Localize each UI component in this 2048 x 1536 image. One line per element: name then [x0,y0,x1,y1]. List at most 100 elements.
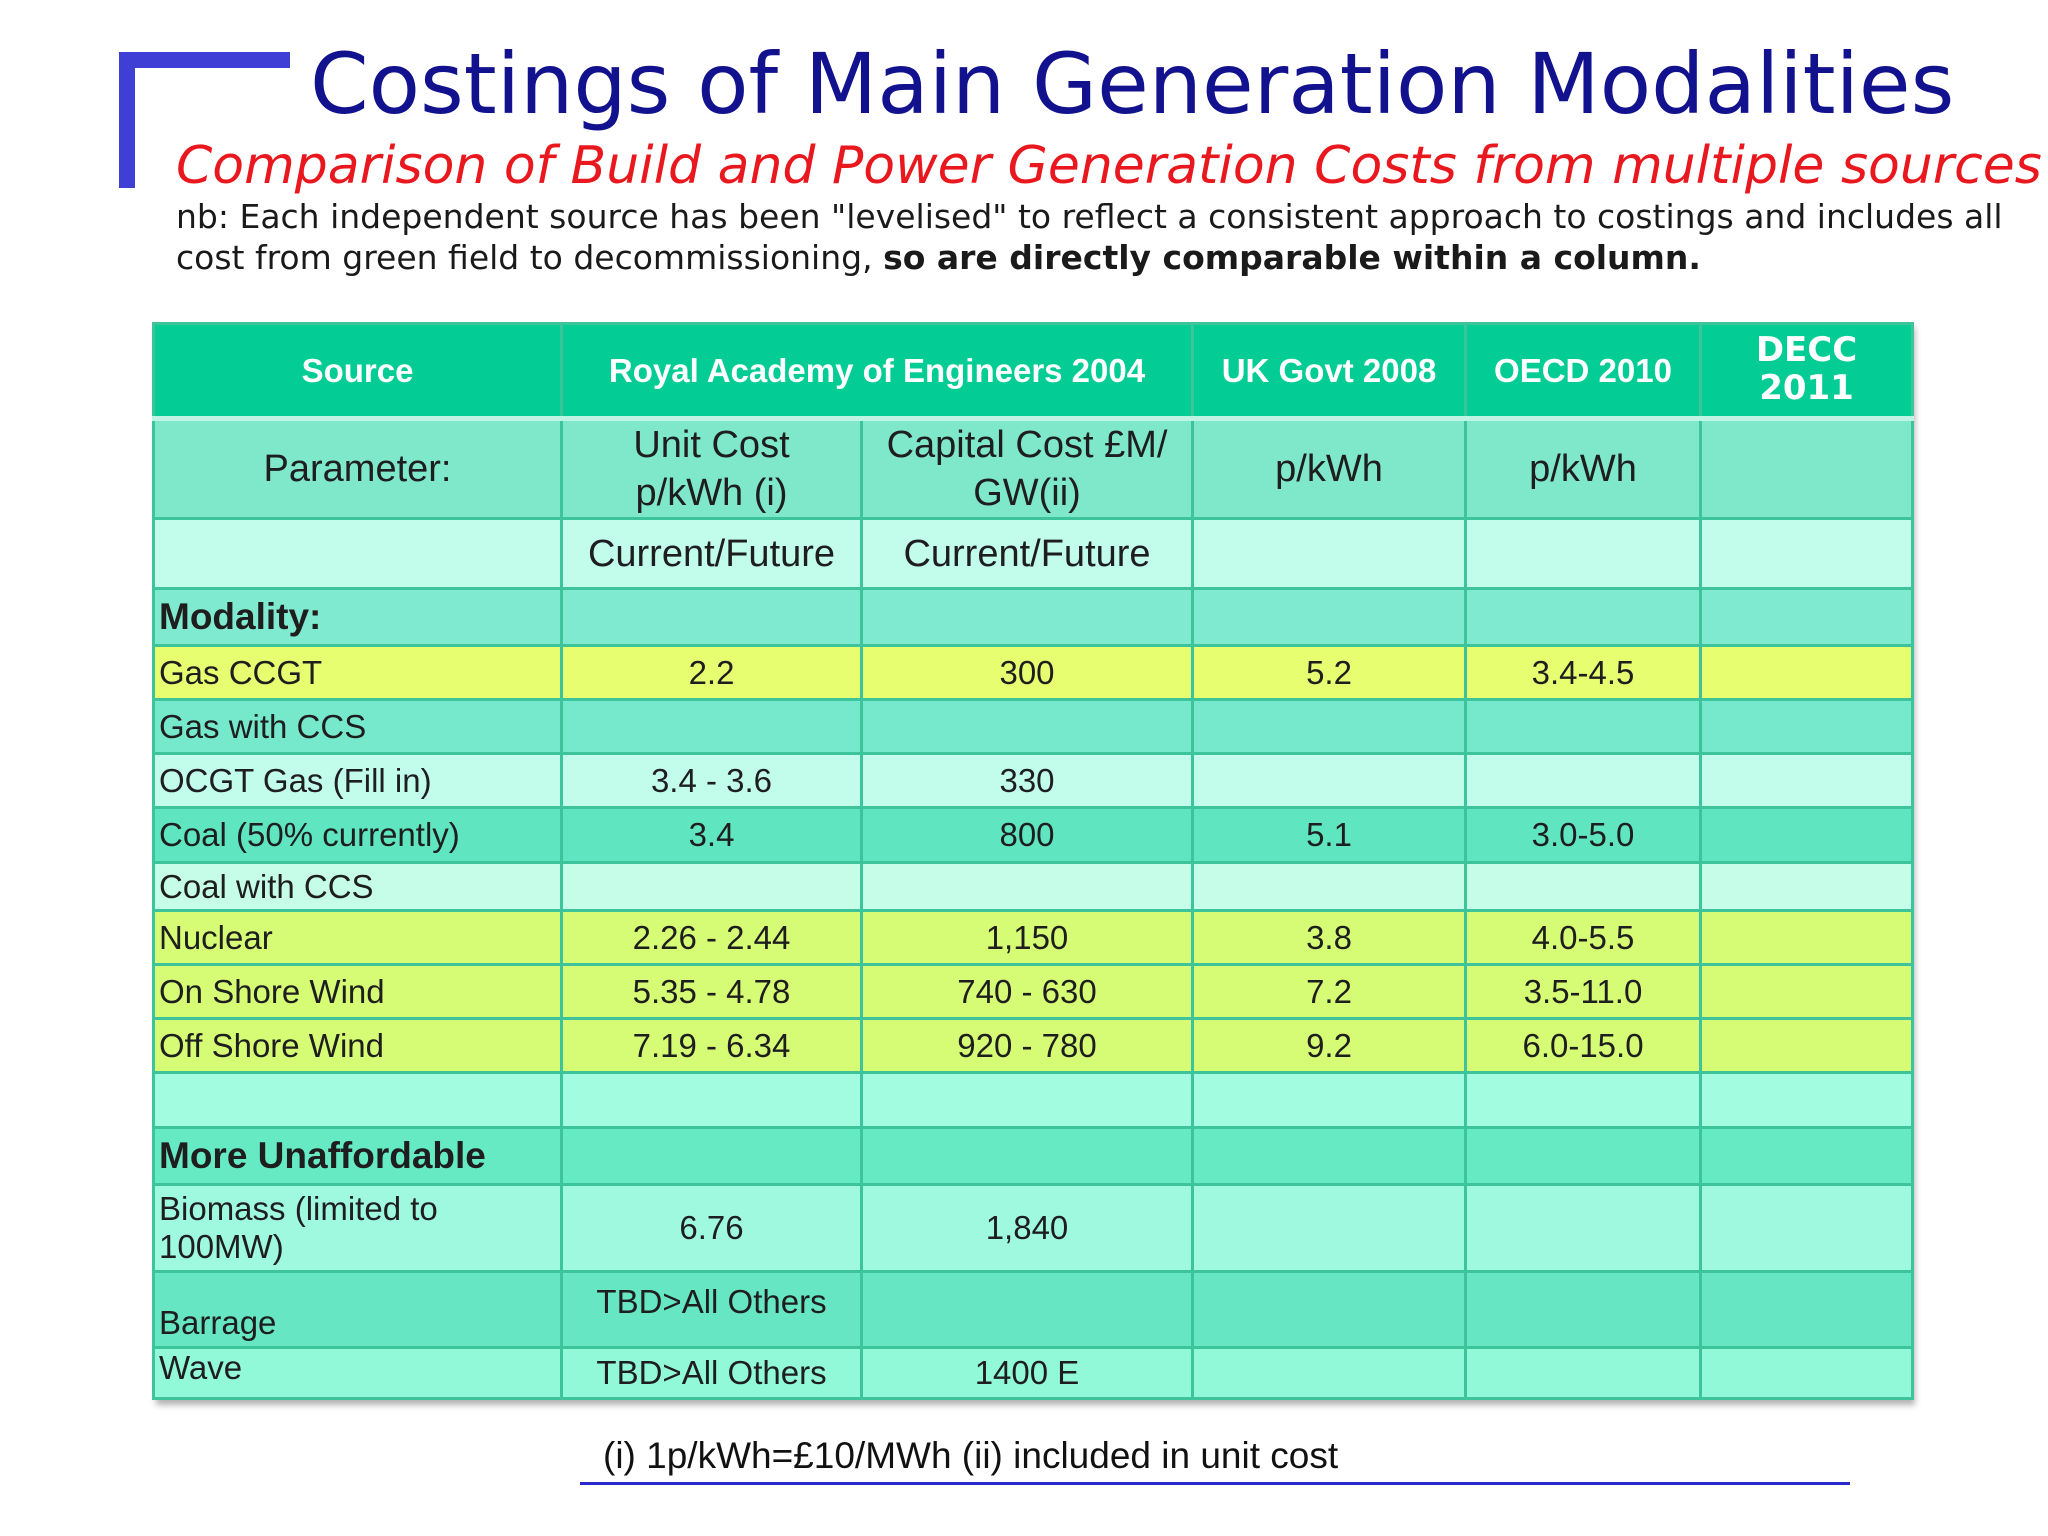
spacer-row [152,1071,1915,1129]
table-row: Gas CCGT 2.2 300 5.2 3.4-4.5 [152,644,1915,701]
footnote: (i) 1p/kWh=£10/MWh (ii) included in unit… [603,1435,1339,1476]
table-row: Gas with CCS [152,698,1915,755]
row-name: Gas with CCS [152,698,563,755]
table-row: Coal with CCS [152,861,1915,912]
parameter-unit-cost: Unit Cost p/kWh (i) [560,417,863,520]
row-decc [1699,752,1915,809]
row-oecd [1464,1270,1703,1349]
row-unit: TBD>All Others [560,1346,863,1400]
row-oecd [1464,861,1703,912]
row-unit: 6.76 [560,1183,863,1273]
empty-cell [1699,587,1915,647]
row-oecd: 6.0-15.0 [1464,1017,1703,1074]
parameter-oecd: p/kWh [1464,417,1703,520]
parameter-label: Parameter: [152,417,563,520]
row-unit: 7.19 - 6.34 [560,1017,863,1074]
row-unit: 2.2 [560,644,863,701]
parameter-ukgov: p/kWh [1191,417,1468,520]
row-ukgov [1191,1346,1468,1400]
row-ukgov [1191,698,1468,755]
table-row: Barrage TBD>All Others [152,1270,1915,1349]
empty-cell [560,587,863,647]
cf-empty-cell [1464,517,1703,590]
row-decc [1699,861,1915,912]
row-ukgov: 5.2 [1191,644,1468,701]
row-unit: 5.35 - 4.78 [560,963,863,1020]
row-decc [1699,1017,1915,1074]
row-oecd [1464,698,1703,755]
row-ukgov [1191,861,1468,912]
row-capital: 740 - 630 [859,963,1195,1020]
row-capital: 1,840 [859,1183,1195,1273]
row-ukgov: 7.2 [1191,963,1468,1020]
row-unit: TBD>All Others [560,1270,863,1349]
unaffordable-section-row: More Unaffordable [152,1126,1915,1186]
row-name: Coal with CCS [152,861,563,912]
section-unaffordable: More Unaffordable [152,1126,563,1186]
row-capital: 1400 E [859,1346,1195,1400]
empty-cell [1464,1126,1703,1186]
modality-section-row: Modality: [152,587,1915,647]
row-oecd: 3.5-11.0 [1464,963,1703,1020]
table-row: Wave TBD>All Others 1400 E [152,1346,1915,1400]
table-row: Coal (50% currently) 3.4 800 5.1 3.0-5.0 [152,806,1915,864]
table-row: On Shore Wind 5.35 - 4.78 740 - 630 7.2 … [152,963,1915,1020]
empty-cell [1191,587,1468,647]
row-oecd: 4.0-5.5 [1464,909,1703,966]
table-row: Nuclear 2.26 - 2.44 1,150 3.8 4.0-5.5 [152,909,1915,966]
row-unit [560,861,863,912]
row-capital: 1,150 [859,909,1195,966]
empty-cell [1699,1071,1915,1129]
header-oecd: OECD 2010 [1464,322,1703,421]
row-capital: 330 [859,752,1195,809]
header-decc: DECC 2011 [1699,322,1915,421]
row-ukgov [1191,752,1468,809]
empty-cell [859,1071,1195,1129]
row-unit: 3.4 [560,806,863,864]
empty-cell [152,1071,563,1129]
slide-subtitle: Comparison of Build and Power Generation… [176,136,2042,196]
header-ukgov: UK Govt 2008 [1191,322,1468,421]
row-decc [1699,698,1915,755]
header-source: Source [152,322,563,421]
empty-cell [1464,1071,1703,1129]
row-name: OCGT Gas (Fill in) [152,752,563,809]
table-row: Biomass (limited to 100MW) 6.76 1,840 [152,1183,1915,1273]
row-unit: 2.26 - 2.44 [560,909,863,966]
note-line-2-bold: so are directly comparable within a colu… [883,238,1701,277]
row-capital: 800 [859,806,1195,864]
row-oecd: 3.0-5.0 [1464,806,1703,864]
row-ukgov: 5.1 [1191,806,1468,864]
row-capital [859,861,1195,912]
empty-cell [1699,1126,1915,1186]
table-row: OCGT Gas (Fill in) 3.4 - 3.6 330 [152,752,1915,809]
costings-table-container: Source Royal Academy of Engineers 2004 U… [152,322,1915,1400]
parameter-decc [1699,417,1915,520]
parameter-row: Parameter: Unit Cost p/kWh (i) Capital C… [152,417,1915,520]
row-capital: 300 [859,644,1195,701]
row-decc [1699,909,1915,966]
current-future-row: Current/Future Current/Future [152,517,1915,590]
row-decc [1699,963,1915,1020]
slide-title: Costings of Main Generation Modalities [310,35,1955,133]
row-decc [1699,1270,1915,1349]
row-name: Nuclear [152,909,563,966]
row-ukgov: 9.2 [1191,1017,1468,1074]
row-oecd: 3.4-4.5 [1464,644,1703,701]
cf-capital-cost: Current/Future [859,517,1195,590]
note-line-2: cost from green field to decommissioning… [176,237,2048,278]
row-name: On Shore Wind [152,963,563,1020]
row-name: Biomass (limited to 100MW) [152,1183,563,1273]
parameter-capital-cost: Capital Cost £M/ GW(ii) [859,417,1195,520]
row-capital [859,1270,1195,1349]
cf-empty [152,517,563,590]
row-decc [1699,644,1915,701]
cf-empty-cell [1191,517,1468,590]
empty-cell [859,587,1195,647]
note-line-2-plain: cost from green field to decommissioning… [176,238,873,277]
row-name: Coal (50% currently) [152,806,563,864]
row-unit [560,698,863,755]
empty-cell [1191,1071,1468,1129]
cf-empty-cell [1699,517,1915,590]
corner-bracket-vertical [119,52,135,188]
